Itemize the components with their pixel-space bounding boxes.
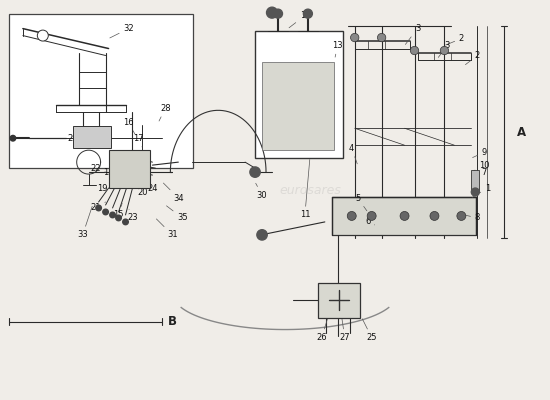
Circle shape — [410, 46, 419, 55]
Circle shape — [350, 33, 359, 42]
Bar — [108, 150, 151, 188]
Text: 13: 13 — [332, 41, 343, 57]
Bar — [9, 14, 193, 168]
Bar — [262, 62, 334, 150]
Text: 24: 24 — [147, 179, 158, 192]
Circle shape — [367, 212, 376, 220]
Text: 14: 14 — [127, 158, 144, 168]
Bar — [332, 197, 476, 235]
Text: 4: 4 — [349, 144, 358, 164]
Text: 30: 30 — [256, 183, 267, 200]
Text: 20: 20 — [137, 183, 148, 196]
Circle shape — [123, 219, 128, 225]
Text: 33: 33 — [78, 206, 92, 239]
Text: 27: 27 — [339, 319, 350, 342]
Circle shape — [273, 9, 283, 18]
Text: 19: 19 — [97, 184, 113, 192]
Circle shape — [37, 30, 48, 41]
Circle shape — [304, 9, 312, 18]
Text: 10: 10 — [472, 161, 490, 172]
Circle shape — [267, 7, 278, 18]
Text: 28: 28 — [159, 104, 170, 121]
Text: 12: 12 — [289, 11, 310, 28]
Text: 31: 31 — [156, 219, 178, 239]
Bar — [255, 30, 343, 158]
Circle shape — [116, 215, 122, 221]
Text: 3: 3 — [438, 41, 450, 57]
Text: 17: 17 — [133, 134, 144, 147]
Text: 15: 15 — [113, 203, 124, 220]
Text: 18: 18 — [103, 168, 119, 178]
Circle shape — [103, 209, 108, 215]
Text: 29: 29 — [68, 134, 82, 143]
Circle shape — [257, 230, 267, 240]
Text: 35: 35 — [167, 206, 188, 222]
Circle shape — [250, 167, 260, 177]
Text: 1: 1 — [472, 184, 490, 197]
Bar — [318, 283, 360, 318]
Text: 7: 7 — [472, 168, 487, 181]
Text: 21: 21 — [90, 202, 106, 212]
Circle shape — [96, 205, 101, 211]
Text: 5: 5 — [355, 194, 367, 211]
Text: 9: 9 — [472, 148, 487, 158]
Text: 8: 8 — [466, 214, 480, 222]
Text: 16: 16 — [123, 118, 135, 134]
Text: 25: 25 — [362, 319, 377, 342]
Circle shape — [10, 136, 16, 141]
Circle shape — [440, 46, 449, 55]
Circle shape — [347, 212, 356, 220]
Text: 34: 34 — [163, 183, 184, 202]
Text: 2: 2 — [465, 51, 480, 65]
Circle shape — [430, 212, 439, 220]
Circle shape — [110, 212, 115, 218]
Text: 3: 3 — [405, 24, 420, 44]
Bar — [471, 170, 479, 192]
Text: eurosares: eurosares — [100, 139, 162, 152]
Circle shape — [377, 33, 386, 42]
Circle shape — [471, 188, 479, 196]
Bar — [73, 126, 111, 148]
Text: 2: 2 — [446, 34, 464, 45]
Text: 11: 11 — [300, 160, 310, 220]
Circle shape — [400, 212, 409, 220]
Text: 26: 26 — [316, 319, 327, 342]
Text: 23: 23 — [127, 209, 138, 222]
Text: B: B — [168, 315, 177, 328]
Circle shape — [457, 212, 466, 220]
Text: eurosares: eurosares — [279, 184, 341, 196]
Text: 22: 22 — [90, 164, 106, 173]
Text: 6: 6 — [365, 218, 375, 226]
Text: A: A — [516, 126, 526, 139]
Text: 32: 32 — [110, 24, 134, 38]
